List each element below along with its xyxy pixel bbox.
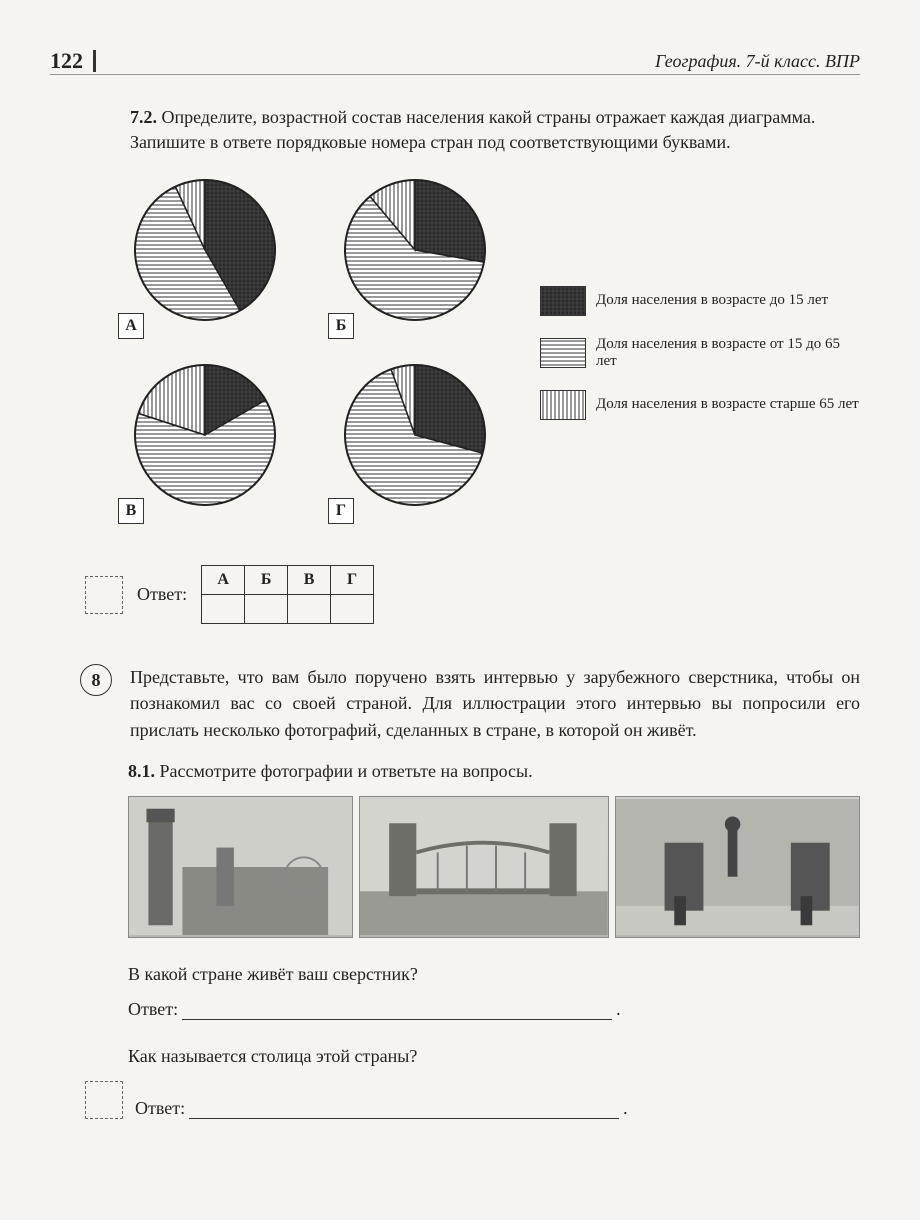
legend-item: Доля населения в возрасте до 15 лет bbox=[540, 286, 860, 316]
legend: Доля населения в возрасте до 15 лет Доля … bbox=[540, 175, 860, 530]
subject-label: География. 7-й класс. ВПР bbox=[655, 51, 860, 72]
pie-charts-area: АБВГ Доля населения в возрасте до 15 лет… bbox=[130, 175, 860, 530]
task-8-text: Представьте, что вам было поручено взять… bbox=[130, 664, 860, 742]
answer-underline[interactable] bbox=[182, 1001, 612, 1020]
pie-label: А bbox=[118, 313, 144, 339]
question-marker: 8 bbox=[80, 664, 112, 696]
answer-underline[interactable] bbox=[189, 1100, 619, 1119]
task-7-2: 7.2. Определите, возрастной состав насел… bbox=[130, 105, 860, 155]
pie-label: Б bbox=[328, 313, 354, 339]
score-box bbox=[85, 576, 123, 614]
answer-header-cell: Г bbox=[331, 566, 374, 595]
answer-line-capital: Ответ: . bbox=[135, 1098, 860, 1119]
pie-chart-Г: Г bbox=[340, 360, 510, 530]
answer-label: Ответ: bbox=[128, 999, 178, 1020]
question-country: В какой стране живёт ваш сверстник? bbox=[128, 964, 860, 985]
page-number: 122 bbox=[50, 50, 96, 72]
pie-chart-А: А bbox=[130, 175, 300, 345]
legend-swatch bbox=[540, 390, 586, 420]
pie-label: В bbox=[118, 498, 144, 524]
legend-swatch bbox=[540, 286, 586, 316]
answer-header-cell: В bbox=[288, 566, 331, 595]
answer-table: АБВГ bbox=[201, 565, 374, 624]
photo-2 bbox=[359, 796, 609, 938]
task-number: 7.2. bbox=[130, 107, 157, 127]
pie-chart-В: В bbox=[130, 360, 300, 530]
legend-item: Доля населения в возрасте от 15 до 65 ле… bbox=[540, 336, 860, 370]
page-header: 122 География. 7-й класс. ВПР bbox=[50, 50, 860, 75]
legend-swatch bbox=[540, 338, 586, 368]
score-box bbox=[85, 1081, 123, 1119]
answer-label: Ответ: bbox=[137, 584, 187, 605]
photo-3 bbox=[615, 796, 860, 938]
task-number: 8.1. bbox=[128, 761, 155, 781]
pie-label: Г bbox=[328, 498, 354, 524]
answer-line-country: Ответ: . bbox=[128, 999, 860, 1020]
task-text: Рассмотрите фотографии и ответьте на воп… bbox=[160, 761, 533, 781]
answer-block: Ответ: АБВГ bbox=[85, 565, 860, 624]
photo-1 bbox=[128, 796, 353, 938]
legend-text: Доля населения в возрасте до 15 лет bbox=[596, 292, 828, 309]
answer-header-cell: А bbox=[202, 566, 245, 595]
answer-label: Ответ: bbox=[135, 1098, 185, 1119]
task-8: 8 Представьте, что вам было поручено взя… bbox=[80, 664, 860, 742]
question-capital: Как называется столица этой страны? bbox=[128, 1046, 860, 1067]
task-8-1: 8.1. Рассмотрите фотографии и ответьте н… bbox=[128, 761, 860, 782]
pie-chart-Б: Б bbox=[340, 175, 510, 345]
answer-header-cell: Б bbox=[245, 566, 288, 595]
legend-text: Доля населения в возрасте старше 65 лет bbox=[596, 396, 859, 413]
photos-row bbox=[128, 796, 860, 938]
task-text: Определите, возрастной состав населения … bbox=[130, 107, 815, 152]
legend-item: Доля населения в возрасте старше 65 лет bbox=[540, 390, 860, 420]
legend-text: Доля населения в возрасте от 15 до 65 ле… bbox=[596, 336, 860, 370]
